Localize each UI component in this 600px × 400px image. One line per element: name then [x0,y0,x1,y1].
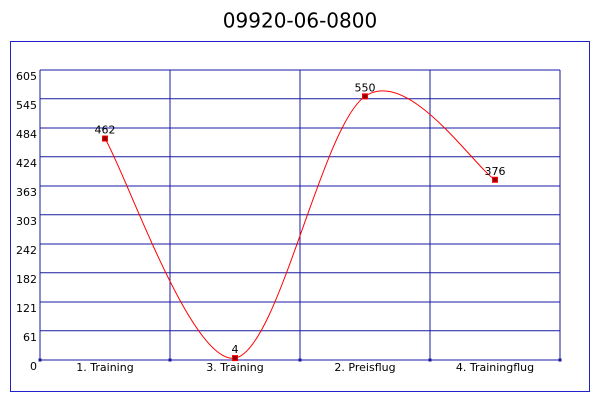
data-label: 462 [95,124,116,137]
y-tick-label: 605 [16,70,37,83]
y-tick-label: 303 [16,215,37,228]
point [232,355,238,362]
y-tick-label: 363 [16,186,37,199]
chart-frame [10,41,590,392]
data-label: 550 [355,81,376,94]
axis-dot [168,358,172,362]
axis-dot [558,358,562,362]
data-label: 4 [232,343,239,356]
axis-dot [298,358,302,362]
axis-dot [38,358,42,362]
point [102,135,108,142]
x-tick-label: 4. Trainingflug [456,361,534,374]
line [104,90,496,359]
x-tick-label: 1. Training [76,361,133,374]
y-tick-label: 121 [16,302,37,315]
y-tick-label: 545 [16,99,37,112]
point [362,93,368,100]
y-tick-label: 182 [16,273,37,286]
y-tick-label: 0 [30,360,37,373]
point [492,176,498,183]
y-tick-label: 242 [16,244,37,257]
x-tick-label: 3. Training [206,361,263,374]
axis-dot [428,358,432,362]
chart-title: 09920-06-0800 [223,9,377,33]
y-tick-label: 484 [16,128,37,141]
data-label: 376 [485,165,506,178]
y-tick-label: 424 [16,157,37,170]
y-tick-label: 61 [23,331,37,344]
x-tick-label: 2. Preisflug [334,361,395,374]
